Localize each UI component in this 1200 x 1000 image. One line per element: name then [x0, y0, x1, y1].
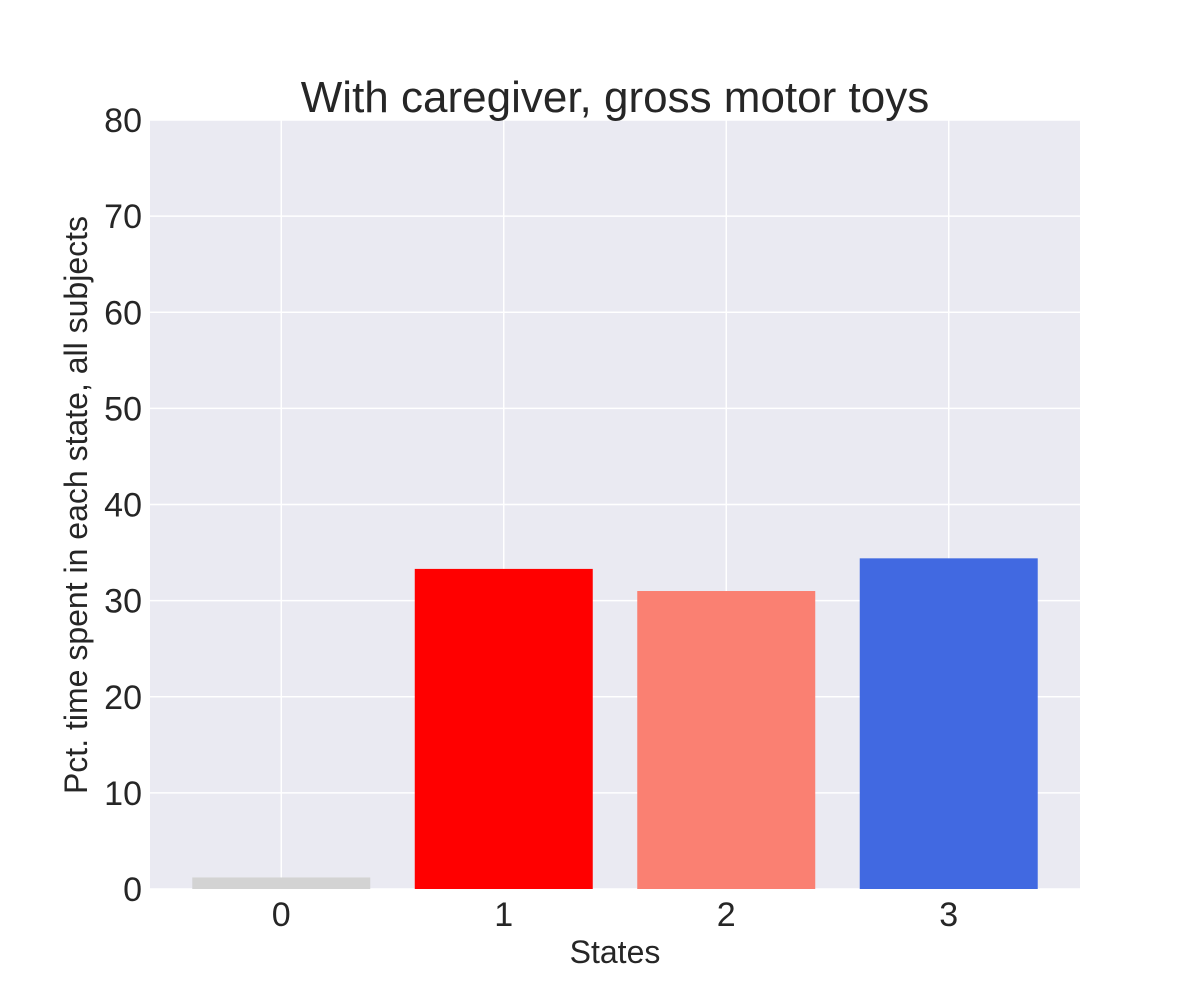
y-tick-labels: 0 10 20 30 40 50 60 70 80	[104, 102, 142, 909]
x-tick-label: 2	[717, 896, 736, 934]
y-axis-label: Pct. time spent in each state, all subje…	[58, 216, 94, 794]
chart-title: With caregiver, gross motor toys	[301, 73, 929, 122]
bar-state-3	[859, 558, 1038, 889]
y-tick-label: 30	[104, 583, 142, 621]
y-tick-label: 40	[104, 487, 142, 525]
x-tick-labels: 0 1 2 3	[272, 896, 958, 934]
y-tick-label: 70	[104, 198, 142, 236]
bar-state-0	[192, 877, 371, 889]
y-tick-label: 20	[104, 679, 142, 717]
x-axis-label: States	[570, 934, 661, 970]
y-tick-label: 60	[104, 294, 142, 332]
bars	[192, 558, 1038, 889]
y-tick-label: 50	[104, 390, 142, 428]
y-tick-label: 0	[123, 871, 142, 909]
bar-state-1	[414, 568, 593, 889]
x-tick-label: 1	[494, 896, 513, 934]
y-tick-label: 80	[104, 102, 142, 140]
bar-state-2	[637, 591, 816, 889]
x-tick-label: 0	[272, 896, 291, 934]
x-tick-label: 3	[939, 896, 958, 934]
y-tick-label: 10	[104, 775, 142, 813]
